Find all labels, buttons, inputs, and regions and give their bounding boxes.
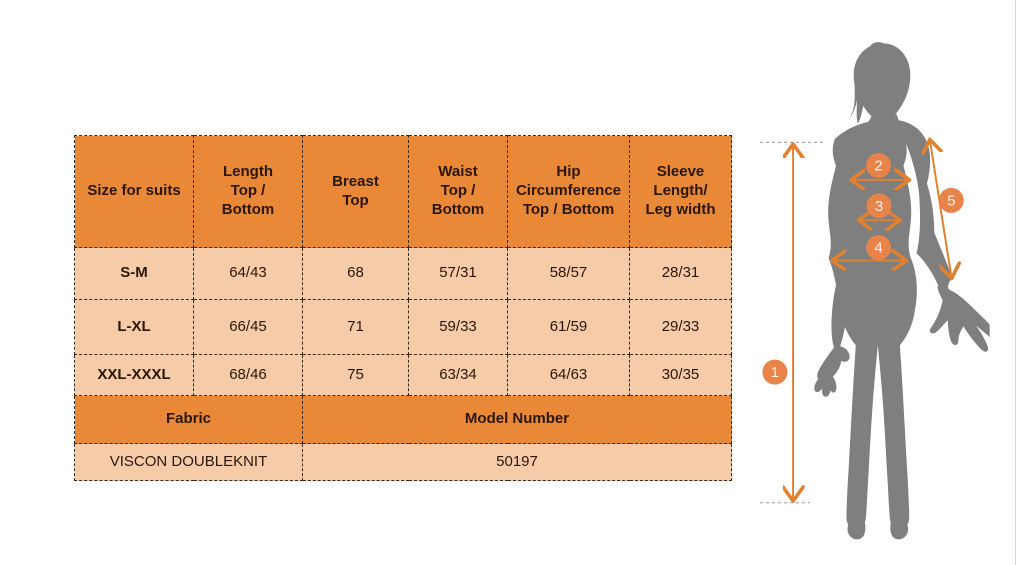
svg-text:2: 2 bbox=[874, 158, 882, 175]
svg-text:3: 3 bbox=[875, 198, 883, 215]
svg-text:4: 4 bbox=[874, 240, 882, 257]
svg-text:5: 5 bbox=[947, 192, 955, 209]
svg-text:1: 1 bbox=[771, 364, 779, 381]
